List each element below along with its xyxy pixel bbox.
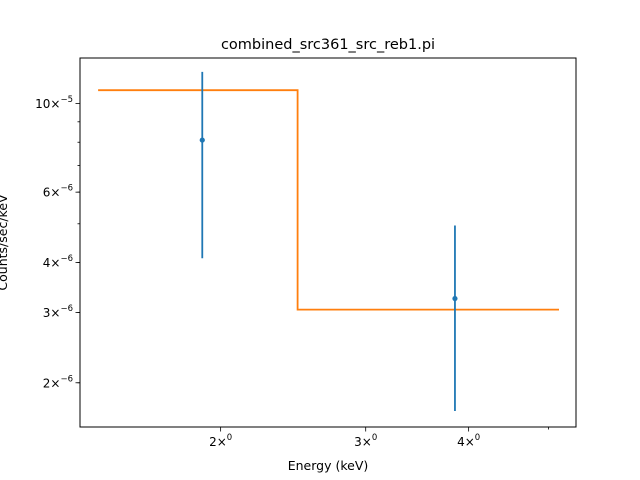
x-tick-label: 4×0 bbox=[457, 433, 480, 449]
x-tick-label: 3×0 bbox=[354, 433, 377, 449]
y-tick-label: 3×−6 bbox=[43, 304, 73, 320]
y-tick-label: 6×−6 bbox=[43, 184, 73, 200]
plot-area bbox=[98, 71, 559, 411]
data-point bbox=[199, 137, 205, 143]
y-axis-label: Counts/sec/keV bbox=[0, 194, 10, 291]
y-tick-label: 10×−5 bbox=[35, 95, 73, 111]
y-tick-label: 2×−6 bbox=[43, 374, 73, 390]
x-tick-label: 2×0 bbox=[209, 433, 232, 449]
y-tick-label: 4×−6 bbox=[43, 254, 73, 270]
axes: 2×0 3×0 4×0 10×−5 6×−6 4×−6 3×−6 2×−6 bbox=[35, 95, 549, 449]
model-step-line bbox=[98, 89, 559, 311]
data-point bbox=[452, 295, 458, 302]
chart-title: combined_src361_src_reb1.pi bbox=[221, 37, 435, 53]
plot-frame bbox=[79, 57, 577, 428]
x-axis-label: Energy (keV) bbox=[288, 458, 369, 473]
